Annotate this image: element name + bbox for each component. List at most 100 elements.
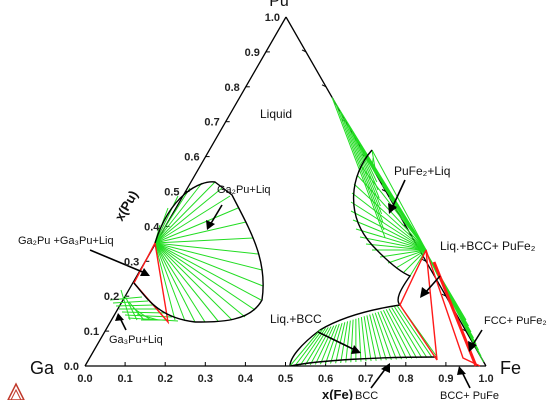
left-axis-tick-label: 0.8	[225, 82, 240, 94]
tie-line	[379, 249, 427, 258]
tie-line	[343, 118, 383, 215]
tie-line	[363, 316, 372, 362]
tie-line	[353, 183, 427, 251]
axis-title-left: x(Pu)	[112, 188, 141, 224]
arrow-pufe2-liq	[391, 179, 406, 209]
left-axis-tick-label: 1.0	[265, 12, 280, 24]
tie-line	[120, 289, 131, 321]
right-liquidus-boundary	[289, 149, 412, 367]
tie-line	[330, 322, 343, 364]
tie-line	[112, 300, 149, 304]
tie-line	[355, 138, 379, 191]
bottom-axis-tick-label: 0.3	[198, 373, 213, 385]
tie-line	[366, 315, 377, 361]
ga3pu-liq-boundary	[133, 282, 196, 323]
right-edge-tick	[381, 189, 387, 192]
right-edge-tick	[421, 258, 427, 262]
bottom-axis-tick-label: 0.0	[77, 373, 92, 385]
tie-line	[314, 325, 335, 365]
bottom-axis-tick-label: 0.1	[117, 373, 132, 385]
tie-line	[304, 327, 329, 366]
tie-line	[154, 195, 179, 244]
left-axis-tick-label: 0.3	[124, 256, 139, 268]
region-bcc-label: BCC	[355, 390, 378, 400]
tie-line	[154, 207, 239, 244]
tie-line	[154, 187, 223, 244]
region-pufe2-liq-label: PuFe₂+Liq	[394, 164, 450, 178]
arrow-bcc-pufe	[461, 371, 471, 389]
tie-line	[124, 295, 138, 321]
tie-line	[351, 131, 380, 199]
left-axis-tick-label: 0.5	[164, 187, 179, 199]
tie-line	[347, 125, 381, 207]
left-axis-tick-label: 0.0	[64, 361, 79, 373]
tie-line	[154, 195, 231, 244]
bottom-axis-tick-label: 0.4	[238, 373, 254, 385]
left-axis-tick-label: 0.7	[204, 117, 219, 129]
tie-line	[351, 192, 427, 251]
tie-line	[136, 313, 159, 321]
left-axis-tick-labels: 0.0 0.1 0.2 0.3 0.4 0.5 0.6 0.7 0.8 0.9 1.0	[64, 12, 280, 373]
region-liq-bcc-pufe2-label: Liq.+BCC+ PuFe₂	[440, 239, 536, 253]
tie-line	[367, 159, 375, 167]
tie-line	[294, 328, 324, 366]
tie-line	[388, 308, 418, 359]
bottom-axis-tick-label: 0.8	[398, 373, 413, 385]
tie-line	[355, 228, 427, 251]
tie-line	[371, 313, 387, 361]
tie-line	[359, 145, 378, 183]
annotation-arrows	[89, 179, 483, 389]
axis-title-bottom: x(Fe)	[322, 387, 353, 400]
tie-line	[332, 98, 427, 251]
tie-line	[374, 312, 392, 360]
tie-line	[154, 242, 246, 318]
region-bcc-pufe-label: BCC+ PuFe	[440, 390, 499, 400]
left-axis-tick-label: 0.4	[144, 221, 160, 233]
bottom-axis-tick-labels: 0.0 0.1 0.2 0.3 0.4 0.5 0.6 0.7 0.8 0.9 1.0	[77, 373, 493, 385]
region-liquid-label: Liquid	[260, 107, 292, 121]
software-logo-icon	[7, 382, 25, 400]
arrow-fcc-pufe2	[471, 329, 483, 347]
region-fcc-pufe2-label: FCC+ PuFe₂	[484, 315, 547, 327]
tie-line	[382, 309, 408, 360]
tie-line	[377, 311, 397, 360]
tie-line	[154, 242, 263, 271]
bottom-axis-tick-label: 0.6	[318, 373, 333, 385]
arrow-liq-bcc-pufe2	[424, 275, 441, 294]
arrow-ga2pu-liq	[209, 204, 223, 226]
tie-line	[396, 305, 433, 358]
tie-line	[289, 329, 321, 367]
right-edge-tick	[441, 293, 447, 297]
right-three-phase-triangle-1	[399, 249, 438, 361]
tie-line	[394, 306, 428, 358]
tie-line	[369, 314, 382, 361]
tie-line	[154, 187, 191, 244]
tie-line	[154, 242, 206, 323]
tie-line	[352, 219, 427, 251]
arrow-ga2pu-ga3pu-liq	[89, 249, 146, 274]
tie-line	[345, 320, 351, 363]
tie-line	[154, 242, 186, 322]
tie-line	[121, 311, 167, 314]
tie-line	[115, 304, 155, 307]
tie-line	[154, 242, 262, 301]
tie-line	[365, 243, 427, 251]
ga2pu-liq-boundary	[154, 181, 264, 323]
tie-line	[371, 157, 374, 168]
tie-line	[309, 326, 332, 365]
apex-pu-label: Pu	[269, 0, 289, 10]
left-axis-tick-label: 0.6	[184, 152, 199, 164]
tie-line	[371, 149, 377, 175]
arrow-liq-bcc	[317, 331, 356, 351]
tie-line	[154, 242, 259, 255]
tie-line	[154, 181, 216, 244]
tie-line	[391, 307, 423, 359]
tie-line	[403, 249, 427, 273]
ga3pu-liq-tie-lines	[109, 289, 179, 322]
tie-line	[350, 201, 427, 251]
right-edge-tick	[301, 49, 307, 53]
tie-line	[350, 210, 427, 251]
tie-line	[380, 310, 402, 360]
bottom-axis-tick-label: 0.5	[278, 373, 293, 385]
